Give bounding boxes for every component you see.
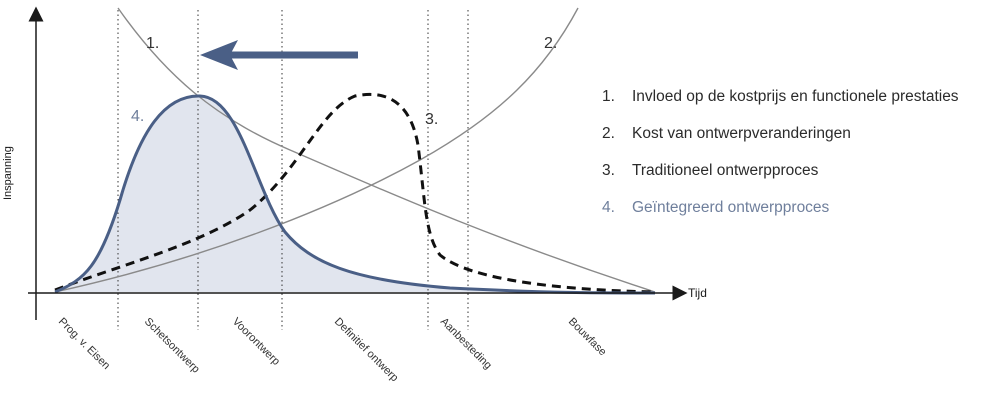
y-axis-label: Inspanning [2, 146, 14, 200]
x-axis-label: Tijd [688, 286, 707, 300]
legend-item-1: 1. Invloed op de kostprijs en functionele… [602, 88, 959, 106]
legend-number: 1. [602, 88, 615, 105]
phase-label: Schetsontwerp [142, 316, 202, 376]
phase-label: Bouwfase [566, 316, 609, 359]
phase-label: Voorontwerp [230, 316, 282, 368]
curve4-label: 4. [131, 108, 144, 125]
legend-item-2: 2. Kost van ontwerpveranderingen [602, 125, 851, 143]
legend-number: 3. [602, 162, 615, 179]
legend-text: Kost van ontwerpveranderingen [632, 125, 851, 142]
phase-label: Prog. v. Eisen [56, 316, 112, 372]
curve-traditional [54, 92, 656, 294]
legend-text: Geïntegreerd ontwerpproces [632, 199, 830, 216]
curve1-label: 1. [146, 35, 159, 52]
legend-text: Traditioneel ontwerpproces [632, 162, 819, 179]
legend-number: 4. [602, 199, 615, 216]
legend-item-3: 3. Traditioneel ontwerpproces [602, 162, 818, 180]
phase-label: Aanbesteding [438, 316, 494, 372]
curve-integrated [54, 94, 656, 295]
curve-integrated-fill [55, 95, 655, 294]
curve2-label: 2. [544, 35, 557, 52]
curve-change-cost [54, 7, 579, 293]
legend-text: Invloed op de kostprijs en functionele p… [632, 88, 959, 105]
arrow-left-icon [200, 40, 358, 70]
legend-item-4: 4. Geïntegreerd ontwerpproces [602, 199, 829, 217]
legend-number: 2. [602, 125, 615, 142]
curve3-label: 3. [425, 111, 438, 128]
phase-label: Definitief ontwerp [332, 316, 401, 385]
phase-labels: Prog. v. Eisen Schetsontwerp Voorontwerp… [56, 316, 609, 385]
